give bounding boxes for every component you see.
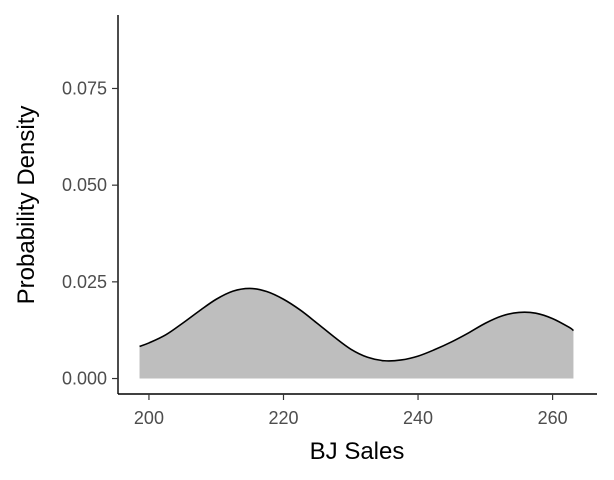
x-tick-label: 200: [134, 408, 164, 428]
x-tick-label: 220: [268, 408, 298, 428]
y-tick-label: 0.075: [62, 78, 107, 98]
y-axis-title: Probability Density: [13, 106, 40, 305]
x-axis-title: BJ Sales: [310, 438, 405, 465]
density-area: [139, 288, 574, 379]
x-tick-label: 260: [538, 408, 568, 428]
plot-area: [139, 287, 574, 379]
y-tick-label: 0.050: [62, 175, 107, 195]
axes: 200 220 240 260 0.000 0.025 0.050 0.075: [62, 15, 597, 428]
density-line: [139, 287, 574, 362]
y-tick-label: 0.000: [62, 369, 107, 389]
x-tick-label: 240: [403, 408, 433, 428]
y-tick-label: 0.025: [62, 272, 107, 292]
